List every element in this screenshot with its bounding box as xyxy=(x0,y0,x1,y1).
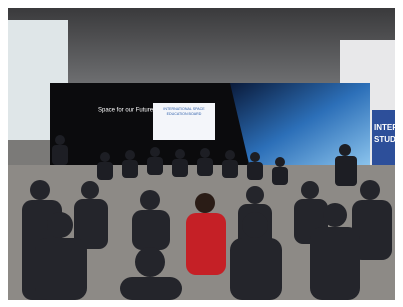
banner-text: STUD xyxy=(374,135,396,144)
screen-title: EDUCATION BOARD xyxy=(167,112,202,116)
screen-title: INTERNATIONAL SPACE xyxy=(163,107,205,111)
page: Space for our Future INTERNATIONAL SPACE… xyxy=(0,0,403,307)
scene: Space for our Future INTERNATIONAL SPACE… xyxy=(8,8,398,300)
banner-text: INTER xyxy=(374,123,398,132)
backdrop-text: Space for our Future xyxy=(98,108,154,114)
photo: Space for our Future INTERNATIONAL SPACE… xyxy=(0,0,403,307)
